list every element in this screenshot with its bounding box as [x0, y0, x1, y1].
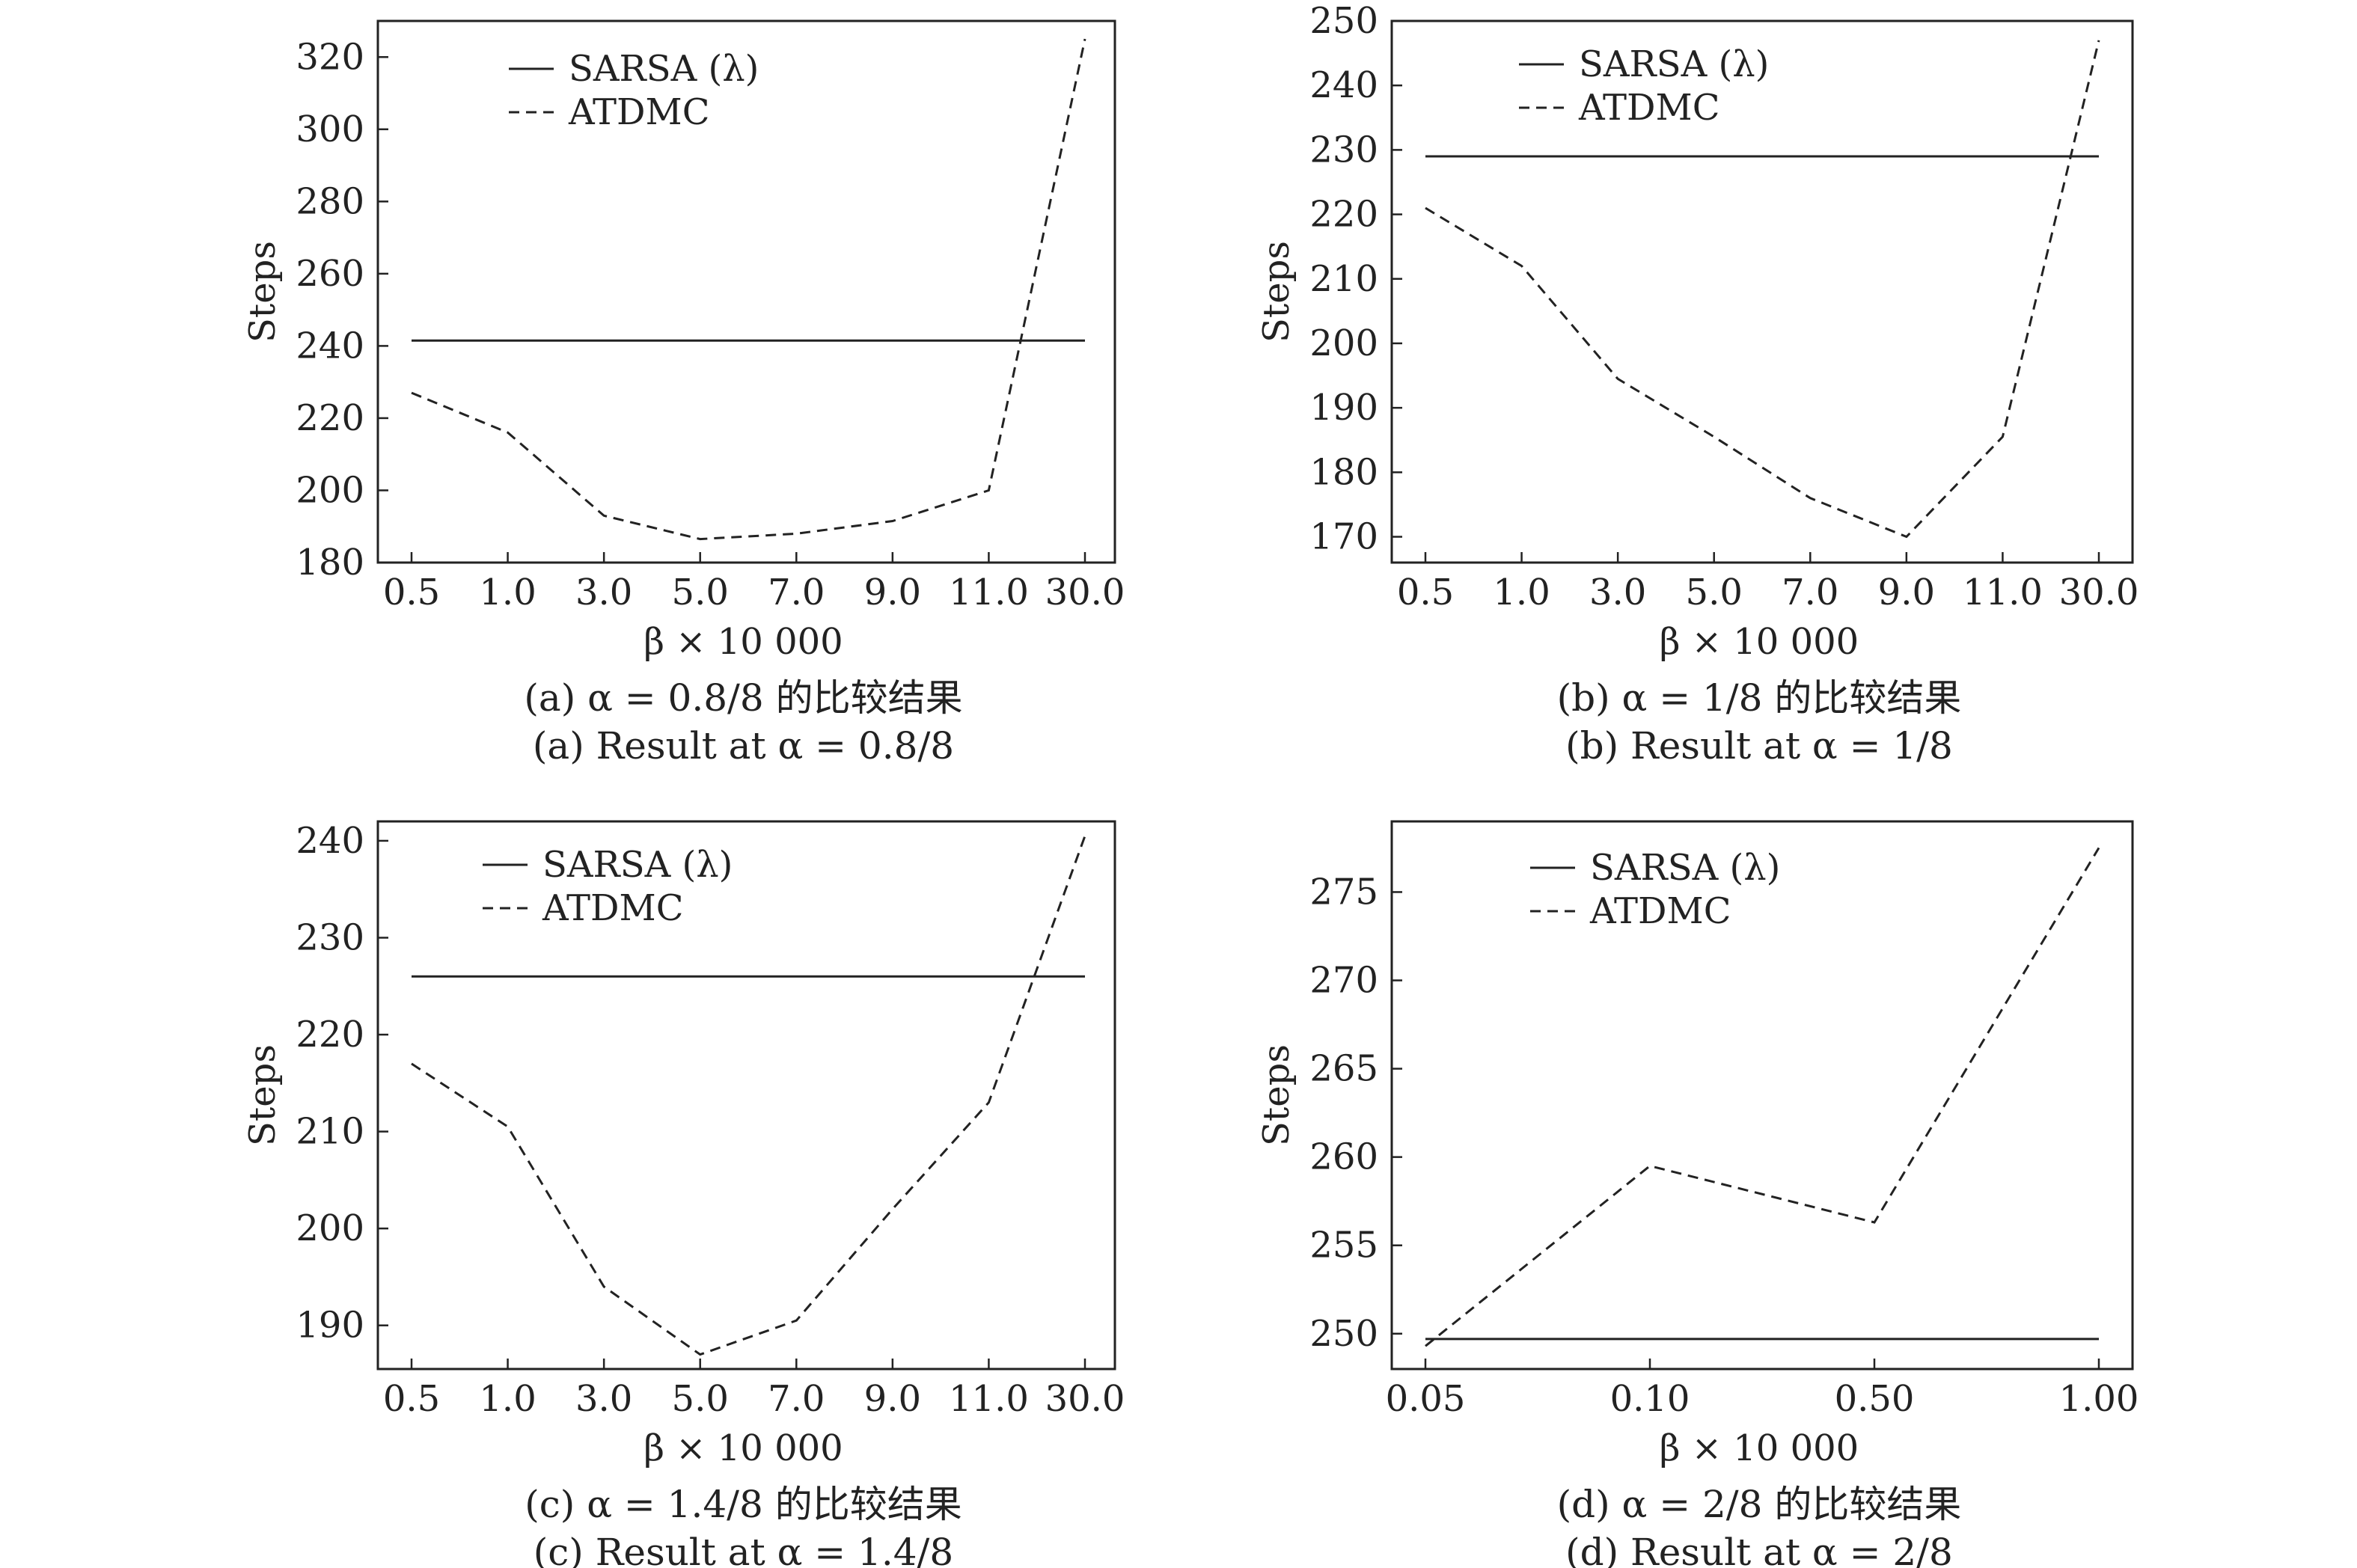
chart-panel-0: 180 200 220 240 260 280 300 320 0.5 1.0 3.0 5.0 7.0 9…: [242, 19, 1125, 768]
y-tick-label: 250: [1309, 0, 1378, 42]
x-tick-label: 9.0: [864, 1378, 921, 1420]
legend-label: SARSA (λ): [542, 844, 733, 886]
caption-english: (d) Result at α = 2/8: [1565, 1531, 1953, 1568]
chart-panel-3: 250 255 260 265 270 275 0.05 0.10 0.50 1.00 Steps β…: [1256, 820, 2139, 1568]
y-tick-label: 230: [296, 916, 364, 958]
caption-chinese: (c) α = 1.4/8 的比较结果: [525, 1483, 962, 1526]
y-tick-label: 240: [296, 325, 364, 367]
y-tick-label: 200: [1309, 322, 1378, 364]
x-axis-label: β × 10 000: [643, 621, 843, 663]
plot-frame: [376, 19, 1116, 564]
y-tick-label: 230: [1309, 129, 1378, 171]
y-tick-label: 170: [1309, 516, 1378, 558]
caption-english: (b) Result at α = 1/8: [1565, 724, 1953, 768]
x-tick-label: 11.0: [949, 1378, 1029, 1420]
x-tick-label: 0.05: [1386, 1378, 1466, 1420]
chart-panel-1: 170 180 190 200 210 220 230 240 250 0.5 1.0 3.0 5.0 7…: [1256, 0, 2139, 768]
y-tick-label: 190: [1309, 387, 1378, 429]
y-tick-label: 275: [1309, 871, 1378, 913]
x-tick-label: 3.0: [1589, 572, 1646, 613]
y-tick-label: 220: [1309, 194, 1378, 236]
y-tick-label: 180: [1309, 451, 1378, 493]
caption-english: (c) Result at α = 1.4/8: [534, 1531, 953, 1568]
caption-chinese: (a) α = 0.8/8 的比较结果: [524, 676, 962, 720]
x-tick-label: 0.5: [383, 572, 440, 613]
plot-frame: [376, 820, 1116, 1371]
plot-frame: [1390, 820, 2134, 1371]
x-tick-label: 1.0: [479, 1378, 536, 1420]
y-axis-label: Steps: [242, 1044, 284, 1146]
x-tick-label: 9.0: [864, 572, 921, 613]
caption-english: (a) Result at α = 0.8/8: [533, 724, 954, 768]
x-tick-label: 11.0: [1963, 572, 2043, 613]
y-tick-label: 220: [296, 1014, 364, 1056]
panels: 180 200 220 240 260 280 300 320 0.5 1.0 3.0 5.0 7.0 9…: [242, 0, 2139, 1568]
x-tick-label: 1.0: [479, 572, 536, 613]
x-tick-label: 5.0: [672, 1378, 729, 1420]
y-tick-label: 210: [1309, 258, 1378, 300]
series-line-atdmc: [411, 835, 1086, 1356]
x-tick-label: 9.0: [1878, 572, 1935, 613]
x-tick-label: 0.5: [383, 1378, 440, 1420]
x-tick-label: 30.0: [1045, 572, 1125, 613]
x-tick-label: 0.10: [1610, 1378, 1690, 1420]
chart-panel-2: 190 200 210 220 230 240 0.5 1.0 3.0 5.0 7.0 9.0 11.0…: [242, 820, 1125, 1568]
legend-label: ATDMC: [1578, 87, 1719, 129]
legend-label: SARSA (λ): [1590, 847, 1780, 889]
y-tick-label: 300: [296, 108, 364, 150]
y-tick-label: 180: [296, 542, 364, 584]
x-tick-label: 5.0: [1686, 572, 1743, 613]
series-line-atdmc: [1425, 40, 2100, 539]
legend-label: ATDMC: [542, 887, 683, 929]
y-tick-label: 280: [296, 180, 364, 222]
x-tick-label: 1.00: [2059, 1378, 2139, 1420]
y-tick-label: 220: [296, 397, 364, 439]
x-axis-label: β × 10 000: [1660, 1427, 1859, 1469]
caption-chinese: (b) α = 1/8 的比较结果: [1557, 676, 1962, 720]
x-tick-label: 3.0: [575, 572, 632, 613]
x-tick-label: 11.0: [949, 572, 1029, 613]
y-tick-label: 190: [296, 1305, 364, 1347]
x-axis-label: β × 10 000: [1660, 621, 1859, 663]
y-tick-label: 320: [296, 36, 364, 78]
x-tick-label: 7.0: [768, 1378, 825, 1420]
x-tick-label: 5.0: [672, 572, 729, 613]
y-axis-label: Steps: [1256, 241, 1297, 343]
x-tick-label: 1.0: [1493, 572, 1550, 613]
x-tick-label: 0.50: [1835, 1378, 1915, 1420]
x-tick-label: 30.0: [1045, 1378, 1125, 1420]
y-tick-label: 240: [1309, 64, 1378, 106]
series-line-atdmc: [1425, 847, 2100, 1347]
caption-chinese: (d) α = 2/8 的比较结果: [1557, 1483, 1962, 1526]
series-line-atdmc: [411, 38, 1086, 541]
x-axis-label: β × 10 000: [643, 1427, 843, 1469]
x-tick-label: 7.0: [768, 572, 825, 613]
y-tick-label: 255: [1309, 1225, 1378, 1267]
legend-label: ATDMC: [1589, 890, 1731, 932]
y-axis-label: Steps: [1256, 1044, 1297, 1146]
y-tick-label: 200: [296, 1207, 364, 1249]
y-tick-label: 270: [1309, 960, 1378, 1002]
x-tick-label: 3.0: [575, 1378, 632, 1420]
y-tick-label: 240: [296, 820, 364, 862]
x-tick-label: 0.5: [1397, 572, 1454, 613]
plot-frame: [1390, 19, 2134, 564]
x-tick-label: 7.0: [1782, 572, 1838, 613]
y-axis-label: Steps: [242, 241, 284, 343]
legend-label: ATDMC: [568, 91, 709, 133]
y-tick-label: 260: [1309, 1136, 1378, 1178]
y-tick-label: 260: [296, 253, 364, 295]
y-tick-label: 200: [296, 469, 364, 511]
legend-label: SARSA (λ): [1579, 43, 1769, 85]
y-tick-label: 265: [1309, 1048, 1378, 1090]
legend-label: SARSA (λ): [569, 48, 759, 90]
y-tick-label: 250: [1309, 1313, 1378, 1355]
x-tick-label: 30.0: [2059, 572, 2139, 613]
y-tick-label: 210: [296, 1111, 364, 1153]
